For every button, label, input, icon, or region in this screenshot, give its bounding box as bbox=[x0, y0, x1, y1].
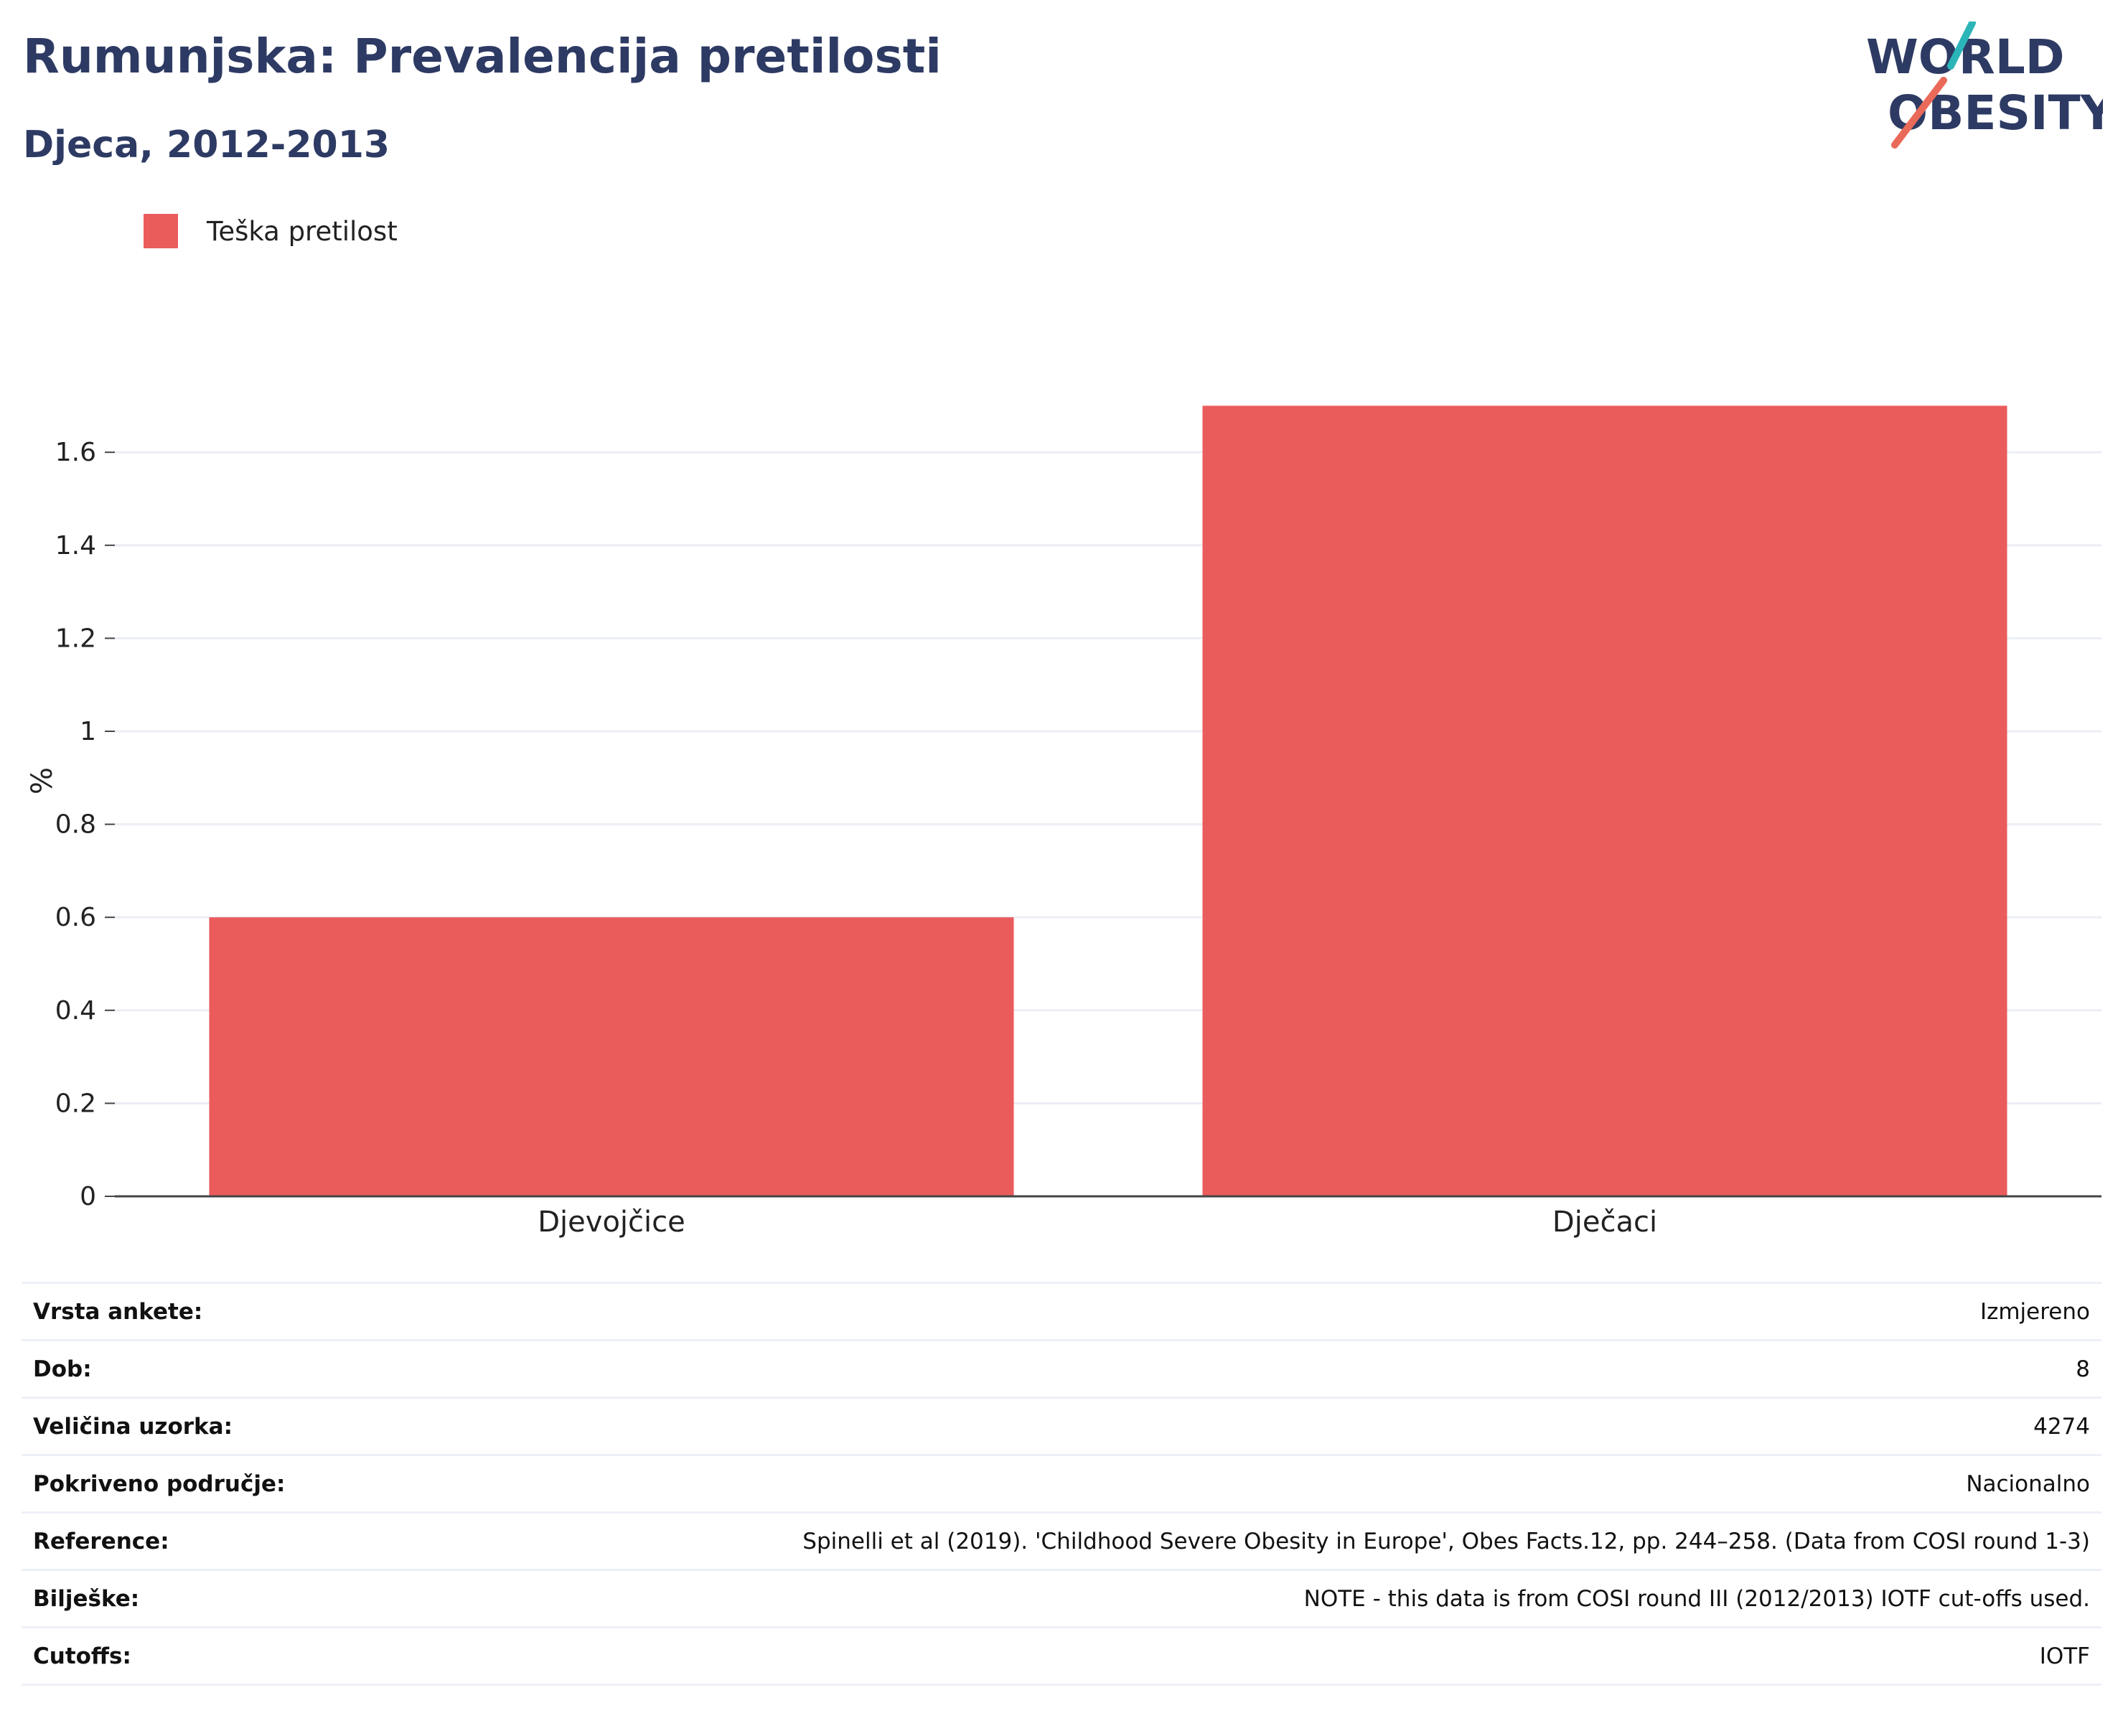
legend[interactable]: Teška pretilost bbox=[144, 212, 398, 250]
y-tick-label: 0.4 bbox=[55, 996, 96, 1026]
info-table: Vrsta ankete: Izmjereno Dob: 8 Veličina uzor… bbox=[22, 1282, 2101, 1686]
info-row: Bilješke: NOTE - this data is from COSI r… bbox=[22, 1571, 2101, 1628]
info-key: Veličina uzorka: bbox=[33, 1413, 233, 1440]
info-key: Pokriveno područje: bbox=[33, 1470, 286, 1497]
legend-swatch bbox=[144, 214, 178, 248]
chart-subtitle: Djeca, 2012-2013 bbox=[23, 123, 390, 166]
y-tick-label: 1.6 bbox=[55, 438, 96, 467]
y-tick-label: 1.4 bbox=[55, 531, 96, 560]
x-category-label: Djevojčice bbox=[538, 1206, 685, 1239]
bar-2 bbox=[1202, 405, 2007, 1196]
y-tick-label: 0.2 bbox=[55, 1089, 96, 1118]
chart-title: Rumunjska: Prevalencija pretilosti bbox=[23, 29, 942, 84]
y-tick-label: 0.6 bbox=[55, 903, 96, 932]
info-key: Bilješke: bbox=[33, 1585, 140, 1612]
info-value: Spinelli et al (2019). 'Childhood Severe… bbox=[802, 1528, 2090, 1554]
info-key: Dob: bbox=[33, 1356, 92, 1382]
logo-line2: OBESITY bbox=[1888, 85, 2103, 141]
info-row: Reference: Spinelli et al (2019). 'Childh… bbox=[22, 1514, 2101, 1571]
info-value: Nacionalno bbox=[1966, 1470, 2090, 1497]
y-tick-label: 1.2 bbox=[55, 624, 96, 653]
y-tick-label: 0 bbox=[80, 1182, 96, 1211]
info-key: Reference: bbox=[33, 1528, 169, 1554]
world-obesity-logo: WORLD OBESITY bbox=[1866, 22, 2103, 149]
info-value: 8 bbox=[2076, 1356, 2090, 1382]
bar-1 bbox=[209, 917, 1014, 1196]
legend-label: Teška pretilost bbox=[207, 215, 398, 247]
info-value: IOTF bbox=[2039, 1643, 2090, 1669]
info-value: 4274 bbox=[2033, 1413, 2090, 1440]
logo-slash-coral bbox=[1891, 77, 1947, 149]
bar-chart: 0 0.2 0.4 0.6 0.8 1 1.2 1.4 1.6 Djevojčice Dječaci… bbox=[26, 405, 2101, 1239]
x-category-label: Dječaci bbox=[1552, 1206, 1657, 1239]
info-value: NOTE - this data is from COSI round III … bbox=[1303, 1585, 2090, 1612]
info-row: Cutoffs: IOTF bbox=[22, 1628, 2101, 1686]
info-row: Veličina uzorka: 4274 bbox=[22, 1399, 2101, 1456]
logo-slash-teal bbox=[1947, 22, 1976, 70]
y-tick-label: 0.8 bbox=[55, 810, 96, 840]
info-row: Vrsta ankete: Izmjereno bbox=[22, 1284, 2101, 1341]
info-row: Pokriveno područje: Nacionalno bbox=[22, 1456, 2101, 1514]
info-key: Cutoffs: bbox=[33, 1643, 131, 1669]
y-tick-label: 1 bbox=[80, 717, 96, 746]
info-key: Vrsta ankete: bbox=[33, 1298, 203, 1325]
info-value: Izmjereno bbox=[1979, 1298, 2090, 1325]
info-row: Dob: 8 bbox=[22, 1341, 2101, 1399]
y-axis-label: % bbox=[26, 767, 59, 794]
